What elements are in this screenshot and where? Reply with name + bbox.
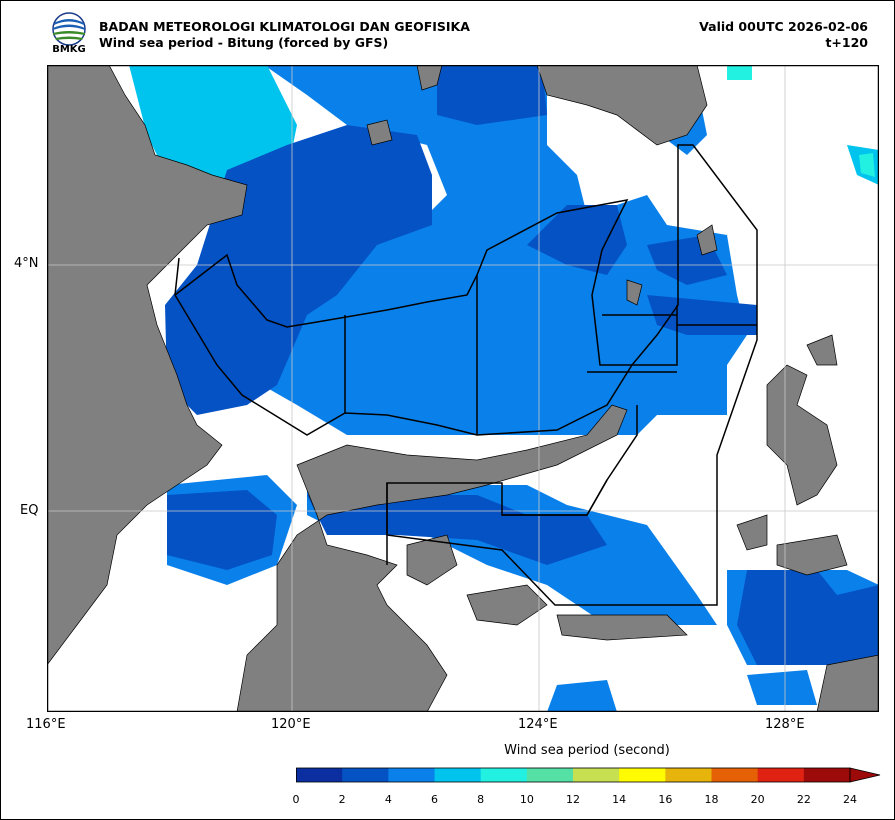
colorbar-tick-label: 8 [477, 793, 485, 806]
colorbar-bin [434, 768, 482, 782]
colorbar-outline [296, 767, 851, 783]
colorbar-tick-label: 16 [658, 793, 673, 806]
colorbar-tick-label: 0 [292, 793, 300, 806]
colorbar-tick-label: 4 [384, 793, 392, 806]
field-8-10s [727, 65, 875, 177]
colorbar-bin [757, 768, 805, 782]
lat-tick-label: EQ [20, 503, 39, 518]
colorbar-tick-label: 12 [566, 793, 580, 806]
product-title: Wind sea period - Bitung (forced by GFS) [99, 35, 389, 50]
colorbar-tick-label: 10 [519, 793, 534, 806]
colorbar-bin [526, 768, 574, 782]
graticule [47, 65, 879, 712]
colorbar-bin [342, 768, 389, 782]
lon-tick-label: 128°E [765, 717, 805, 732]
colorbar-bin [296, 768, 343, 782]
colorbar-tick-label: 14 [612, 793, 627, 806]
colorbar-tick-label: 6 [431, 793, 438, 806]
colorbar-bin [573, 768, 620, 782]
colorbar-tick-label: 24 [843, 793, 857, 806]
lat-tick-label: 4°N [14, 256, 39, 271]
logo-text: BMKG [52, 44, 86, 55]
lon-tick-label: 124°E [518, 717, 558, 732]
lon-tick-label: 116°E [26, 717, 66, 732]
colorbar-bin [711, 768, 759, 782]
agency-title: BADAN METEOROLOGI KLIMATOLOGI DAN GEOFIS… [99, 19, 470, 34]
land [47, 65, 879, 712]
map-panel [47, 65, 879, 712]
colorbar-tick-label: 2 [338, 793, 346, 806]
bmkg-logo [52, 12, 86, 46]
colorbar-tick-label: 22 [796, 793, 811, 806]
lead-time: t+120 [825, 35, 868, 50]
colorbar-tick-label: 20 [750, 793, 765, 806]
colorbar-bin [480, 768, 528, 782]
colorbar-tick-label: 18 [704, 793, 719, 806]
colorbar-extend-arrow [849, 767, 881, 783]
colorbar [296, 767, 881, 783]
colorbar-bin [388, 768, 435, 782]
colorbar-bin [803, 768, 851, 782]
forecast-zones [174, 144, 758, 606]
colorbar-bin [665, 768, 712, 782]
colorbar-bin [619, 768, 666, 782]
map-border [47, 65, 879, 712]
valid-time: Valid 00UTC 2026-02-06 [699, 19, 868, 34]
colorbar-title: Wind sea period (second) [504, 743, 670, 758]
lon-tick-label: 120°E [271, 717, 311, 732]
